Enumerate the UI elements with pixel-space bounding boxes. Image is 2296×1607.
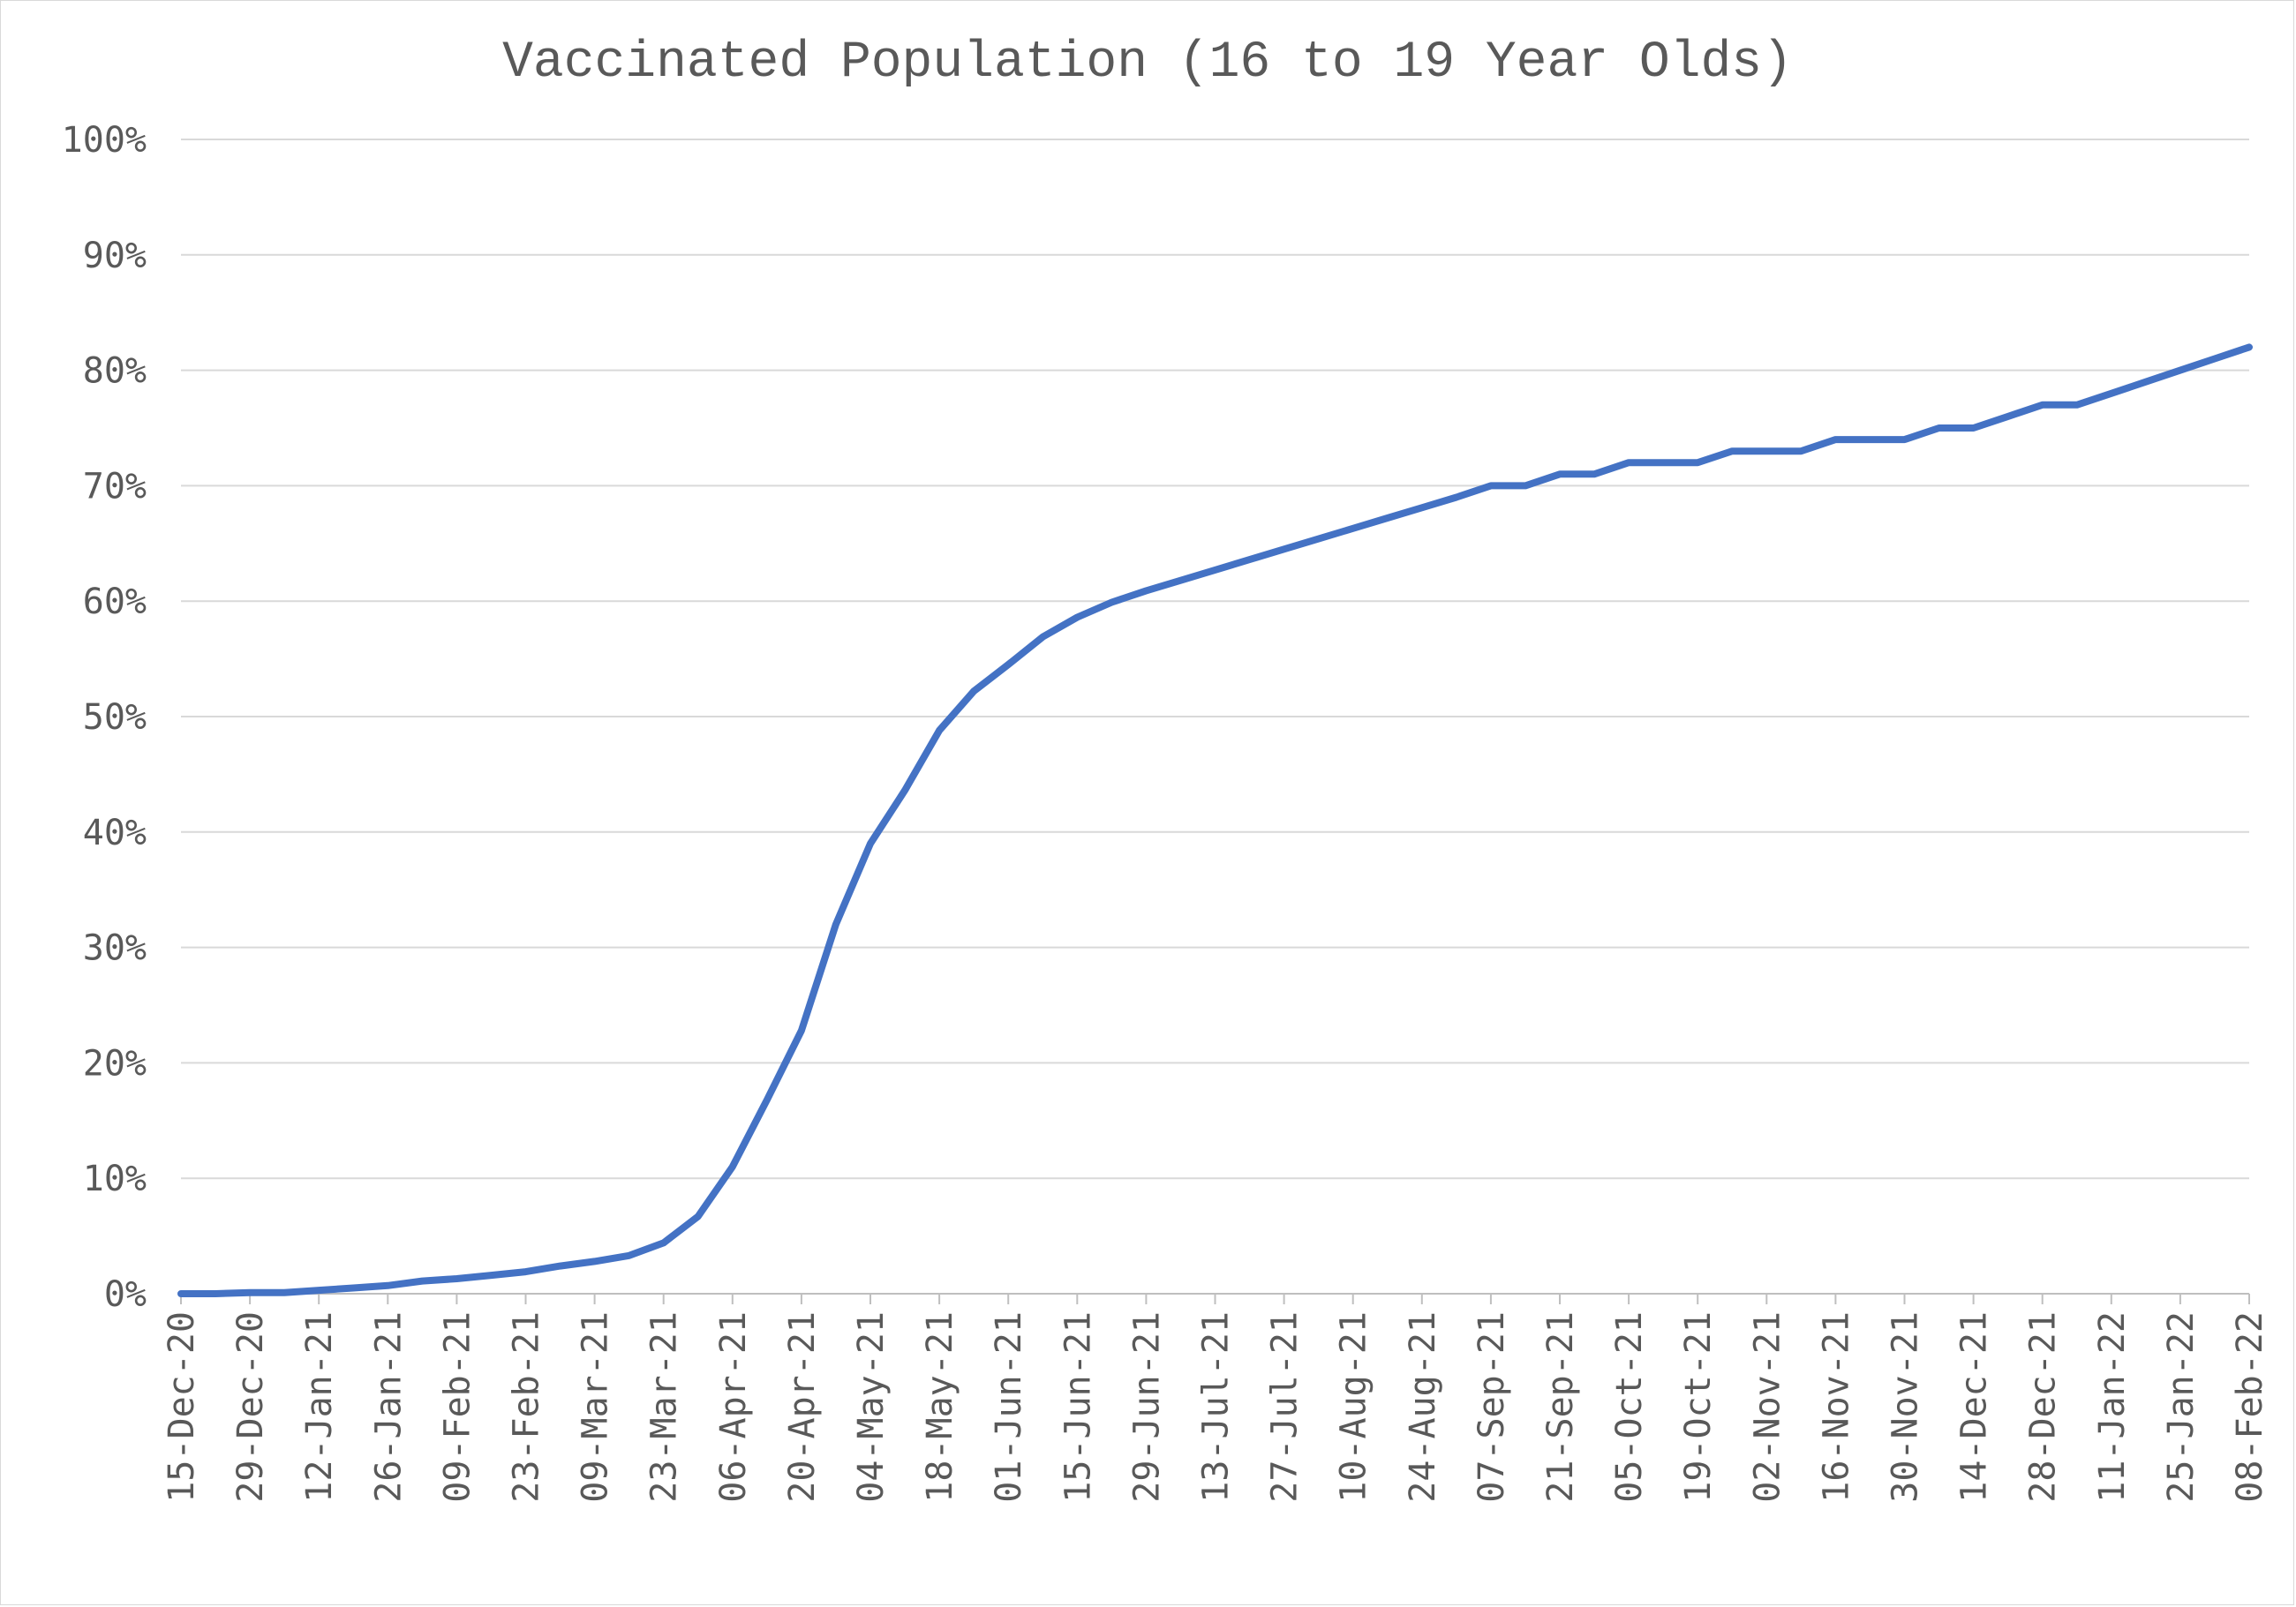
x-tick-label: 15-Jun-21	[1058, 1311, 1098, 1503]
x-tick-label: 06-Apr-21	[713, 1311, 754, 1503]
y-axis: 0% 10% 20% 30% 40% 50% 60% 70% 80% 90% 100%	[62, 120, 147, 1315]
chart-title: Vaccinated Population (16 to 19 Year Old…	[502, 34, 1793, 92]
x-tick-label: 25-Jan-22	[2161, 1311, 2202, 1503]
x-tick-label: 10-Aug-21	[1334, 1311, 1374, 1503]
x-tick-label: 15-Dec-20	[162, 1311, 202, 1503]
x-tick-label: 26-Jan-21	[368, 1311, 409, 1503]
x-tick-label: 19-Oct-21	[1678, 1311, 1719, 1503]
x-tick-label: 07-Sep-21	[1472, 1311, 1512, 1503]
x-tick-label: 13-Jul-21	[1196, 1311, 1237, 1503]
x-tick-label: 05-Oct-21	[1609, 1311, 1650, 1503]
x-tick-label: 29-Jun-21	[1126, 1311, 1167, 1503]
x-tick-label: 18-May-21	[920, 1311, 960, 1503]
series-line	[177, 343, 2253, 1297]
x-tick-label: 20-Apr-21	[782, 1311, 823, 1503]
y-tick-label: 30%	[83, 928, 147, 969]
y-tick-label: 10%	[83, 1159, 147, 1199]
x-tick-label: 14-Dec-21	[1954, 1311, 1995, 1503]
x-tick-label: 16-Nov-21	[1816, 1311, 1856, 1503]
y-tick-label: 60%	[83, 582, 147, 622]
x-tick-label: 12-Jan-21	[299, 1311, 340, 1503]
y-tick-label: 40%	[83, 813, 147, 853]
x-tick-label: 29-Dec-20	[230, 1311, 271, 1503]
y-tick-label: 70%	[83, 466, 147, 507]
x-axis: 15-Dec-20 29-Dec-20 12-Jan-21 26-Jan-21 09-F…	[162, 1293, 2270, 1503]
x-tick-label: 21-Sep-21	[1540, 1311, 1581, 1503]
y-tick-label: 20%	[83, 1043, 147, 1084]
x-tick-label: 27-Jul-21	[1265, 1311, 1306, 1503]
x-tick-label: 08-Feb-22	[2230, 1311, 2270, 1503]
x-tick-label: 02-Nov-21	[1747, 1311, 1788, 1503]
x-tick-label: 23-Mar-21	[644, 1311, 685, 1503]
x-tick-label: 30-Nov-21	[1886, 1311, 1926, 1503]
x-tick-label: 24-Aug-21	[1403, 1311, 1443, 1503]
x-tick-label: 23-Feb-21	[507, 1311, 547, 1503]
x-tick-label: 09-Mar-21	[576, 1311, 616, 1503]
x-tick-label: 11-Jan-22	[2092, 1311, 2133, 1503]
x-tick-label: 28-Dec-21	[2023, 1311, 2064, 1503]
x-tick-label: 01-Jun-21	[989, 1311, 1029, 1503]
x-tick-label: 09-Feb-21	[437, 1311, 478, 1503]
y-tick-label: 50%	[83, 697, 147, 738]
y-tick-label: 80%	[83, 351, 147, 392]
series-layer	[177, 343, 2253, 1297]
x-tick-label: 04-May-21	[851, 1311, 892, 1503]
y-tick-label: 0%	[104, 1274, 147, 1315]
y-tick-label: 90%	[83, 236, 147, 276]
gridlines	[181, 139, 2249, 1180]
y-tick-label: 100%	[62, 120, 147, 161]
